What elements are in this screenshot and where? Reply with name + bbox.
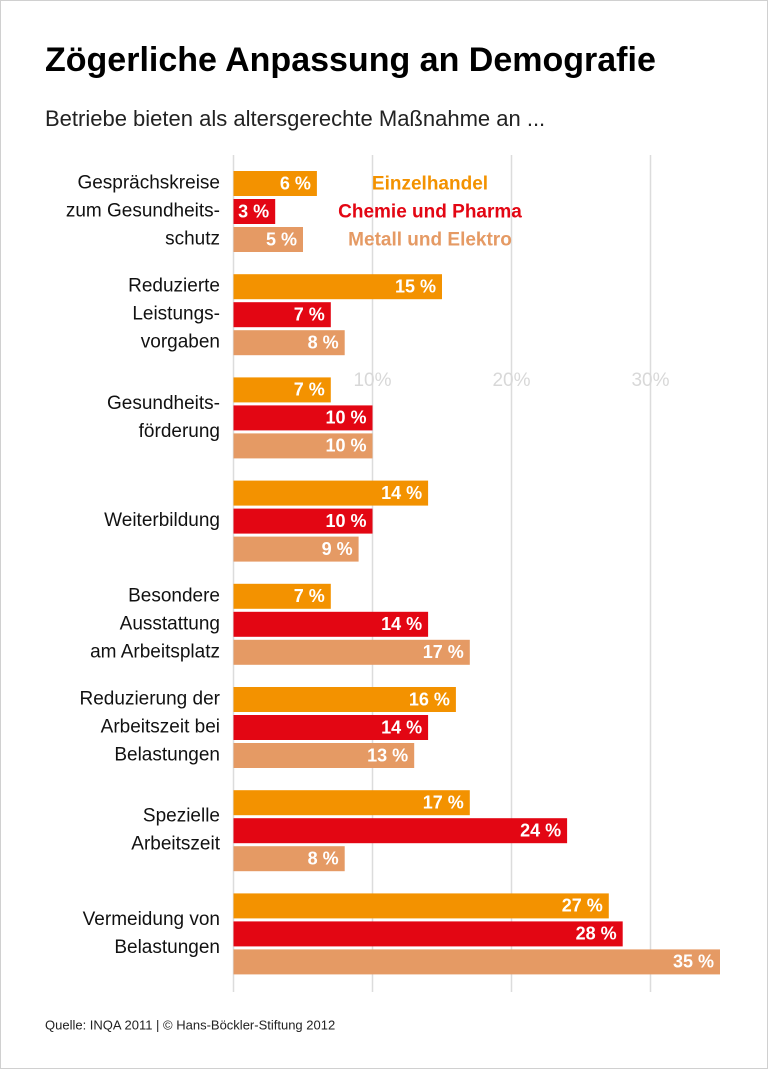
y-tick-label: Spezielle: [143, 806, 220, 827]
bar: [233, 302, 331, 328]
bar: [233, 274, 442, 300]
bar: [233, 480, 429, 506]
value-label: 7 %: [294, 304, 325, 324]
value-label: 17 %: [423, 792, 464, 812]
value-label: 17 %: [423, 642, 464, 662]
y-tick-label: vorgaben: [141, 332, 220, 353]
bar: [233, 715, 429, 740]
value-label: 7 %: [294, 380, 325, 400]
y-tick-label: am Arbeitsplatz: [90, 641, 220, 662]
y-tick-label: Weiterbildung: [104, 510, 220, 531]
bar: [233, 536, 359, 562]
value-label: 14 %: [381, 614, 422, 634]
y-tick-label: förderung: [139, 421, 220, 442]
x-tick-label: 20%: [492, 370, 530, 391]
chart-subtitle: Betriebe bieten als altersgerechte Maßna…: [45, 106, 545, 131]
y-tick-label: Gesprächskreise: [77, 173, 220, 194]
bar: [233, 611, 429, 637]
y-tick-label: zum Gesundheits-: [66, 201, 220, 222]
legend-label: Chemie und Pharma: [338, 202, 522, 223]
bar: [233, 687, 456, 712]
y-tick-label: Reduzierte: [128, 276, 220, 297]
chart-title: Zögerliche Anpassung an Demografie: [45, 41, 656, 79]
bar: [233, 583, 331, 609]
y-tick-label: Reduzierung der: [80, 689, 221, 710]
value-label: 24 %: [520, 820, 561, 840]
bar: [233, 639, 470, 665]
x-tick-label: 10%: [353, 370, 391, 391]
y-tick-label: Gesundheits-: [107, 393, 220, 414]
y-tick-label: Arbeitszeit bei: [101, 717, 220, 738]
y-tick-label: Leistungs-: [132, 304, 220, 325]
bar: [233, 846, 345, 872]
y-tick-label: Ausstattung: [120, 613, 220, 634]
y-tick-label: schutz: [165, 229, 220, 250]
value-label: 3 %: [238, 201, 269, 221]
bar: [233, 227, 303, 252]
source: Quelle: INQA 2011 | © Hans-Böckler-Stift…: [45, 1017, 335, 1032]
bar: [233, 405, 373, 431]
y-tick-label: Belastungen: [114, 937, 220, 958]
value-label: 13 %: [367, 745, 408, 765]
bar: [233, 508, 373, 534]
y-tick-label: Besondere: [128, 585, 220, 606]
x-tick-label: 30%: [631, 370, 669, 391]
value-label: 16 %: [409, 689, 450, 709]
bar: [233, 199, 276, 224]
value-label: 14 %: [381, 717, 422, 737]
legend-label: Metall und Elektro: [348, 230, 512, 251]
value-label: 9 %: [322, 539, 353, 559]
value-label: 7 %: [294, 586, 325, 606]
legend-label: Einzelhandel: [372, 174, 488, 195]
value-label: 10 %: [325, 436, 366, 456]
value-label: 27 %: [562, 896, 603, 916]
y-tick-label: Vermeidung von: [83, 909, 220, 930]
bar: [233, 171, 317, 196]
value-label: 10 %: [325, 511, 366, 531]
bar: [233, 818, 568, 844]
value-label: 6 %: [280, 173, 311, 193]
value-label: 5 %: [266, 229, 297, 249]
bar: [233, 743, 415, 768]
bar: [233, 893, 609, 919]
y-tick-label: Belastungen: [114, 745, 220, 766]
y-tick-label: Arbeitszeit: [131, 834, 220, 855]
value-label: 8 %: [308, 848, 339, 868]
value-label: 10 %: [325, 408, 366, 428]
bar: [233, 330, 345, 356]
value-label: 8 %: [308, 332, 339, 352]
bar: [233, 949, 720, 975]
value-label: 14 %: [381, 483, 422, 503]
bar: [233, 377, 331, 403]
value-label: 15 %: [395, 276, 436, 296]
bar: [233, 921, 623, 947]
bar: [233, 433, 373, 459]
value-label: 28 %: [576, 924, 617, 944]
bar: [233, 790, 470, 816]
value-label: 35 %: [673, 952, 714, 972]
